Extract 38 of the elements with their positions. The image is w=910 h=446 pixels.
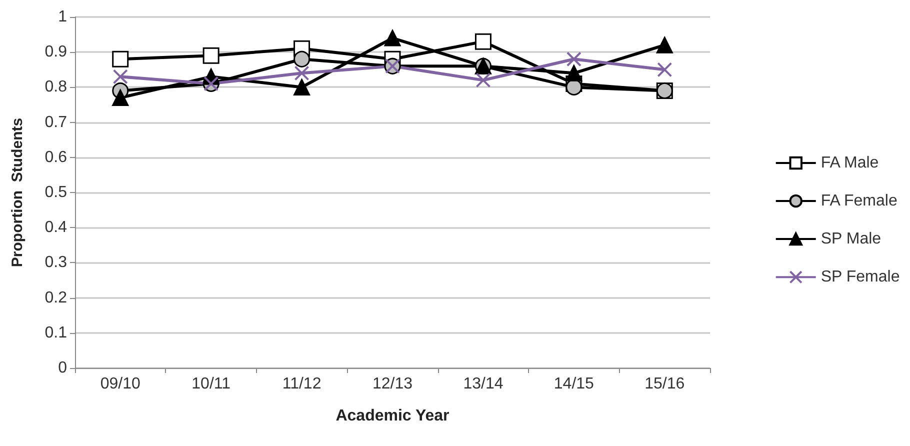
legend-label: SP Male (820, 230, 882, 248)
y-tick-label: 0.5 (44, 184, 68, 201)
point (202, 47, 220, 64)
point (294, 50, 310, 68)
legend-label: SP Female (820, 268, 900, 286)
point (657, 62, 672, 78)
y-tick-label: 0.6 (44, 148, 68, 166)
y-tick-label: 0.3 (44, 254, 68, 272)
point (474, 33, 492, 50)
y-tick-label: 0.1 (44, 324, 68, 342)
point (656, 36, 673, 54)
point (112, 89, 129, 106)
x-tick-label: 13/14 (463, 376, 504, 392)
point (566, 64, 582, 82)
x-tick-label: 15/16 (644, 376, 685, 392)
legend-label: FA Male (820, 154, 879, 172)
x-tick-label: 14/15 (554, 376, 594, 392)
point (294, 78, 310, 96)
x-tick-label: 10/11 (192, 376, 231, 392)
y-axis-title: Proportion Students (9, 118, 26, 268)
point (476, 72, 491, 88)
x-tick-label: 09/10 (100, 376, 140, 392)
y-tick-label: 0.2 (44, 289, 68, 306)
point (566, 52, 582, 67)
y-tick-label: 0.7 (44, 114, 68, 131)
legend-label: FA Female (820, 192, 898, 210)
point (112, 69, 128, 84)
y-tick-label: 0.4 (44, 219, 68, 236)
y-tick-label: 0 (58, 360, 68, 376)
x-tick-label: 12/13 (372, 376, 413, 392)
point (294, 66, 310, 81)
y-tick-label: 0.9 (44, 44, 68, 61)
y-tick-label: 1 (58, 8, 68, 26)
y-tick-label: 0.8 (44, 78, 68, 96)
x-axis-title: Academic Year (336, 408, 450, 424)
point (384, 30, 401, 46)
x-tick-label: 11/12 (282, 376, 322, 392)
point (112, 50, 129, 68)
